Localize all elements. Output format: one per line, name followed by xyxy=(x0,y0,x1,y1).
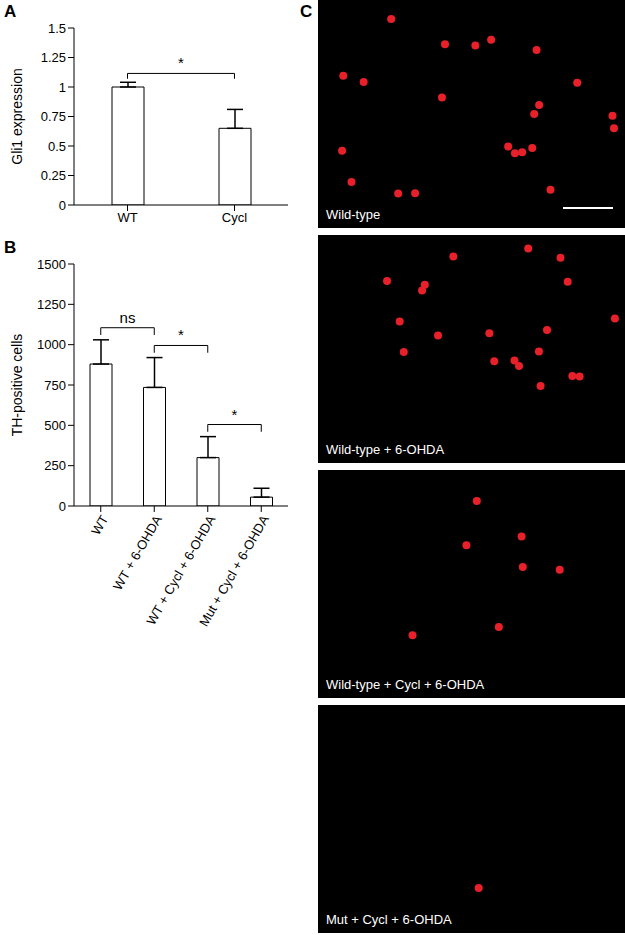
html-text:C: C xyxy=(300,2,313,21)
svg-text:1250: 1250 xyxy=(37,297,66,312)
svg-text:0.75: 0.75 xyxy=(41,109,66,124)
svg-text:Wild-type + 6-OHDA: Wild-type + 6-OHDA xyxy=(326,442,444,457)
svg-text:500: 500 xyxy=(44,418,66,433)
svg-text:Gli1 expression: Gli1 expression xyxy=(9,68,25,165)
svg-text:Cycl: Cycl xyxy=(222,210,247,225)
svg-text:0.25: 0.25 xyxy=(41,168,66,183)
svg-text:WT + Cycl + 6-OHDA: WT + Cycl + 6-OHDA xyxy=(143,512,219,628)
svg-text:ns: ns xyxy=(120,309,136,326)
svg-text:WT: WT xyxy=(88,513,111,538)
svg-text:0: 0 xyxy=(59,499,66,514)
svg-text:1: 1 xyxy=(59,80,66,95)
svg-text:0: 0 xyxy=(59,198,66,213)
svg-text:Wild-type: Wild-type xyxy=(326,207,380,222)
svg-text:250: 250 xyxy=(44,458,66,473)
svg-text:WT: WT xyxy=(117,210,137,225)
svg-text:WT + 6-OHDA: WT + 6-OHDA xyxy=(110,512,165,592)
svg-text:750: 750 xyxy=(44,378,66,393)
svg-text:Mut + Cycl + 6-OHDA: Mut + Cycl + 6-OHDA xyxy=(196,512,272,629)
svg-text:0.5: 0.5 xyxy=(48,139,66,154)
svg-text:1500: 1500 xyxy=(37,257,66,272)
svg-text:*: * xyxy=(178,54,184,71)
svg-text:TH-positive cells: TH-positive cells xyxy=(9,334,25,437)
html-text:B: B xyxy=(4,238,17,257)
svg-text:Wild-type + Cycl + 6-OHDA: Wild-type + Cycl + 6-OHDA xyxy=(326,677,485,692)
svg-text:*: * xyxy=(232,406,238,423)
html-text:A: A xyxy=(4,2,17,21)
svg-text:1.25: 1.25 xyxy=(41,50,66,65)
svg-text:1000: 1000 xyxy=(37,337,66,352)
svg-text:1.5: 1.5 xyxy=(48,21,66,36)
svg-text:*: * xyxy=(178,326,184,343)
svg-text:Mut + Cycl + 6-OHDA: Mut + Cycl + 6-OHDA xyxy=(326,912,452,927)
